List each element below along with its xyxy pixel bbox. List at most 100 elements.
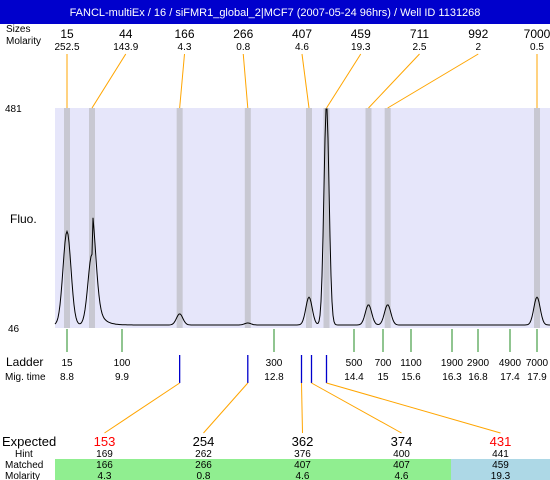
ladder-label: Ladder — [6, 355, 43, 369]
hint-value: 262 — [195, 449, 212, 460]
matched-cell — [253, 459, 352, 480]
peak-molarity-label: 4.3 — [178, 42, 192, 53]
peak-connector — [326, 53, 362, 109]
ladder-time: 16.3 — [442, 372, 462, 383]
ladder-time: 15.6 — [401, 372, 421, 383]
ladder-row: 15 8.8 100 9.9 300 12.8 500 14.4 700 15 1100 15.6 19… — [60, 329, 549, 383]
y-tick-min: 46 — [8, 324, 20, 335]
expected-value: 362 — [292, 434, 314, 449]
matched-value: 166 — [96, 460, 113, 471]
peak-band — [176, 108, 183, 328]
peak-connector — [179, 53, 185, 109]
ladder-size: 100 — [114, 358, 131, 369]
matched-cell — [154, 459, 253, 480]
chart-title: FANCL-multiEx / 16 / siFMR1_global_2|MCF… — [70, 7, 481, 19]
molarity-value: 19.3 — [491, 471, 511, 480]
ladder-time: 9.9 — [115, 372, 129, 383]
matched-value: 266 — [195, 460, 212, 471]
matched-label: Matched — [5, 460, 43, 471]
peak-molarity-label: 0.5 — [530, 42, 544, 53]
ladder-size: 300 — [266, 358, 283, 369]
y-tick-max: 481 — [5, 104, 22, 115]
ladder-size: 2900 — [467, 358, 490, 369]
ladder-time: 15 — [377, 372, 389, 383]
peak-connector — [368, 53, 420, 109]
molarity-value: 4.6 — [296, 471, 310, 480]
ladder-time: 16.8 — [468, 372, 488, 383]
peak-band — [384, 108, 391, 328]
peak-bands — [64, 108, 540, 328]
molarity-top-label: Molarity — [6, 36, 41, 47]
ladder-time: 8.8 — [60, 372, 74, 383]
peak-molarity-label: 4.6 — [295, 42, 309, 53]
peak-band — [64, 108, 70, 328]
expected-connector — [301, 382, 303, 434]
peak-band — [89, 108, 95, 328]
title-bar — [0, 0, 550, 24]
peak-connector — [242, 53, 249, 109]
expected-value: 431 — [490, 434, 512, 449]
molarity-value: 0.8 — [197, 471, 211, 480]
expected-connector — [104, 382, 180, 434]
peak-size-label: 266 — [233, 27, 253, 41]
ladder-size: 1900 — [441, 358, 464, 369]
hint-value: 400 — [393, 449, 410, 460]
peak-size-label: 15 — [60, 27, 74, 41]
fluorescence-trace — [54, 108, 550, 326]
peak-size-label: 44 — [119, 27, 133, 41]
plot-area — [55, 108, 550, 328]
ladder-size: 4900 — [499, 358, 522, 369]
expected-value: 153 — [94, 434, 116, 449]
ladder-size: 1100 — [400, 358, 422, 369]
hint-value: 441 — [492, 449, 509, 460]
matched-value: 407 — [294, 460, 311, 471]
hint-label: Hint — [15, 449, 33, 460]
peak-molarity-label: 2.5 — [413, 42, 427, 53]
ladder-size: 7000 — [526, 358, 549, 369]
expected-label: Expected — [2, 434, 56, 449]
peak-size-label: 459 — [351, 27, 371, 41]
y-axis-label: Fluo. — [10, 212, 37, 226]
molarity-value: 4.3 — [98, 471, 112, 480]
peak-molarity-label: 2 — [475, 42, 481, 53]
hint-value: 376 — [294, 449, 311, 460]
mig-time-label: Mig. time — [5, 372, 46, 383]
peak-size-label: 7000 — [524, 27, 550, 41]
matched-cell — [55, 459, 154, 480]
ladder-time: 17.9 — [527, 372, 547, 383]
sizes-label: Sizes — [6, 24, 30, 35]
expected-value: 254 — [193, 434, 215, 449]
expected-connector — [326, 382, 501, 434]
matched-cell — [451, 459, 550, 480]
peak-molarity-label: 252.5 — [54, 42, 79, 53]
peak-molarity-label: 0.8 — [236, 42, 250, 53]
hint-value: 169 — [96, 449, 113, 460]
peak-band — [323, 108, 330, 328]
expected-value: 374 — [391, 434, 413, 449]
expected-connector — [311, 382, 402, 434]
ladder-size: 500 — [346, 358, 363, 369]
ladder-time: 12.8 — [264, 372, 284, 383]
peak-connector — [301, 53, 310, 109]
matched-value: 459 — [492, 460, 509, 471]
ladder-size: 700 — [375, 358, 392, 369]
peak-molarity-label: 143.9 — [113, 42, 138, 53]
expected-connectors — [104, 382, 501, 434]
expected-connector — [203, 382, 249, 434]
matched-cell — [352, 459, 451, 480]
ladder-time: 17.4 — [500, 372, 520, 383]
peak-size-label: 407 — [292, 27, 312, 41]
peak-size-label: 992 — [468, 27, 488, 41]
peak-band — [534, 108, 540, 328]
peak-size-label: 711 — [410, 27, 429, 41]
peak-molarity-label: 19.3 — [351, 42, 371, 53]
peak-size-label: 166 — [174, 27, 194, 41]
ladder-time: 14.4 — [344, 372, 364, 383]
peak-connector — [387, 53, 479, 109]
ladder-size: 15 — [61, 358, 73, 369]
matched-value: 407 — [393, 460, 410, 471]
peak-connector — [91, 53, 127, 109]
peak-band — [365, 108, 372, 328]
